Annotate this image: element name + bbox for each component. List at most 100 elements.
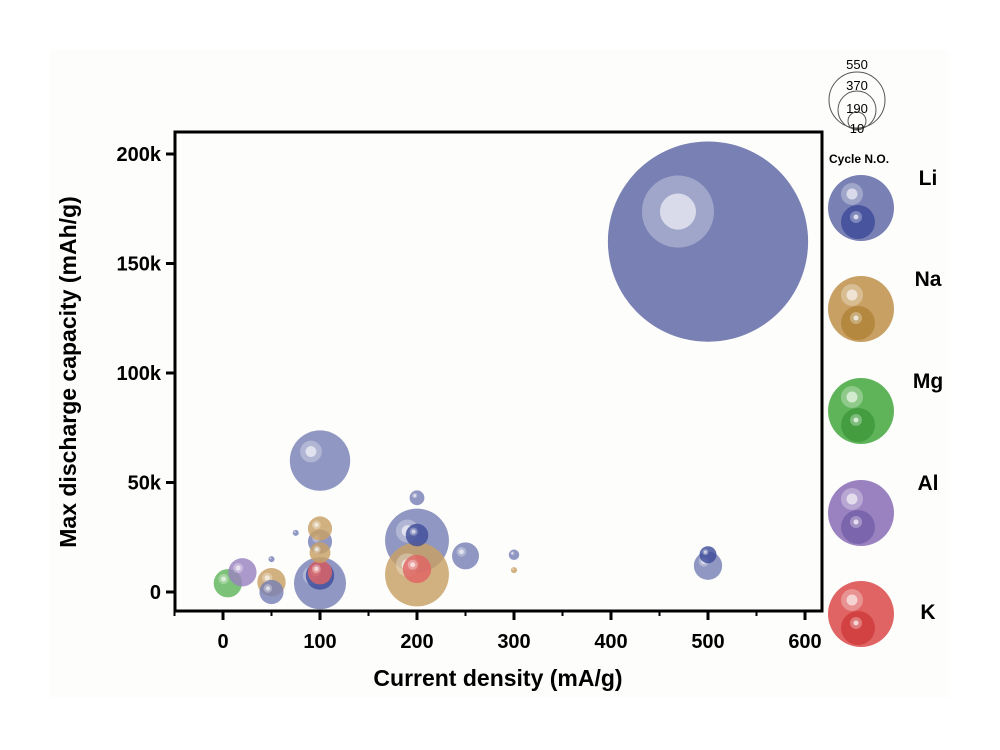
bubble-k-body bbox=[402, 554, 432, 584]
y-axis-title: Max discharge capacity (mAh/g) bbox=[55, 196, 81, 548]
bubble-li bbox=[292, 529, 299, 536]
bubble-na bbox=[510, 567, 518, 574]
bubble-na-highlight bbox=[264, 575, 270, 581]
bubble-li-highlight bbox=[659, 193, 696, 230]
bubble-li-body bbox=[292, 529, 299, 536]
legend-swatch-inner-highlight bbox=[853, 620, 859, 626]
y-tick-label: 0 bbox=[150, 582, 161, 604]
bubble-k-highlight bbox=[410, 562, 416, 568]
legend-swatch-highlight bbox=[846, 391, 858, 403]
legend-swatch-inner-highlight bbox=[853, 214, 859, 220]
bubble-al bbox=[228, 558, 257, 587]
legend-label: Mg bbox=[913, 370, 943, 393]
bubble-na bbox=[309, 542, 331, 564]
bubble-li-body bbox=[699, 546, 717, 564]
bubble-li bbox=[259, 579, 284, 605]
bubble-na bbox=[307, 516, 333, 541]
bubble-na-highlight bbox=[512, 568, 514, 570]
legend-label: Na bbox=[915, 268, 942, 291]
legend-swatch-highlight bbox=[846, 188, 858, 200]
bubble-li-highlight bbox=[270, 557, 272, 559]
y-tick-label: 100k bbox=[117, 363, 162, 385]
x-tick-label: 300 bbox=[497, 631, 530, 653]
bubble-li-highlight bbox=[459, 549, 464, 555]
size-legend: 550 370 190 10 Cycle N.O. bbox=[828, 57, 889, 166]
legend-label: Al bbox=[918, 472, 939, 495]
legend-label: Li bbox=[919, 167, 938, 190]
bubble-li-body bbox=[452, 542, 479, 570]
y-ticks: 0 50k 100k 150k 200k bbox=[117, 144, 175, 604]
bubble-al-highlight bbox=[235, 565, 241, 571]
bubble-li bbox=[607, 141, 809, 342]
x-tick-label: 500 bbox=[691, 631, 724, 653]
bubble-li bbox=[409, 490, 425, 506]
legend-swatch-inner-highlight bbox=[853, 417, 859, 423]
bubble-na-body bbox=[510, 567, 518, 574]
legend-swatch-highlight bbox=[846, 493, 858, 505]
bubble-li bbox=[699, 546, 717, 564]
x-tick-label: 200 bbox=[400, 631, 433, 653]
bubble-li-highlight bbox=[294, 531, 296, 533]
x-tick-label: 400 bbox=[594, 631, 627, 653]
bubble-k-body bbox=[307, 560, 333, 585]
x-tick-label: 0 bbox=[217, 631, 228, 653]
bubble-li-highlight bbox=[703, 550, 707, 554]
legend-item-al: Al bbox=[828, 472, 939, 546]
size-legend-circle bbox=[828, 71, 886, 129]
size-legend-circle bbox=[847, 111, 867, 131]
size-legend-circle bbox=[837, 90, 877, 130]
bubble-li-body bbox=[289, 430, 351, 491]
bubble-li-highlight bbox=[305, 446, 317, 457]
bubble-k-highlight bbox=[314, 566, 319, 571]
bubble-li-body bbox=[405, 523, 429, 547]
legend-swatch-inner bbox=[841, 408, 875, 442]
bubbles-layer bbox=[213, 141, 809, 610]
bubble-li-highlight bbox=[511, 552, 514, 555]
y-tick-label: 50k bbox=[128, 473, 162, 495]
size-legend-title: Cycle N.O. bbox=[829, 152, 889, 166]
bubble-li bbox=[452, 542, 479, 570]
figure-panel bbox=[50, 50, 948, 698]
bubble-li bbox=[268, 556, 275, 563]
bubble-li-highlight bbox=[411, 529, 416, 534]
legend-label: K bbox=[920, 601, 935, 624]
bubble-li bbox=[508, 549, 520, 560]
legend-swatch-highlight bbox=[846, 594, 858, 606]
size-legend-label: 370 bbox=[846, 78, 868, 93]
bubble-li-body bbox=[508, 549, 520, 560]
bubble-al-body bbox=[228, 558, 257, 587]
legend-swatch-inner bbox=[841, 611, 875, 645]
legend-swatch-inner bbox=[841, 306, 875, 340]
size-legend-label: 550 bbox=[846, 57, 868, 72]
x-axis-title: Current density (mA/g) bbox=[373, 665, 622, 691]
x-tick-label: 100 bbox=[303, 631, 336, 653]
legend-swatch-inner-highlight bbox=[853, 315, 859, 321]
bubble-li-highlight bbox=[413, 494, 417, 497]
x-ticks: 0 100 200 300 400 500 600 bbox=[173, 611, 822, 653]
size-legend-label: 10 bbox=[850, 121, 864, 136]
bubble-na-body bbox=[307, 516, 333, 541]
legend-item-na: Na bbox=[828, 268, 942, 342]
bubble-mg-highlight bbox=[221, 576, 227, 582]
bubble-k bbox=[402, 554, 432, 584]
bubble-k bbox=[307, 560, 333, 585]
bubble-na-highlight bbox=[314, 547, 319, 552]
size-legend-label: 190 bbox=[846, 101, 868, 116]
x-tick-label: 600 bbox=[788, 631, 821, 653]
bubble-li bbox=[405, 523, 429, 547]
legend-swatch-inner bbox=[841, 205, 875, 239]
legend-swatch-highlight bbox=[846, 289, 858, 301]
bubble-li bbox=[289, 430, 351, 491]
bubble-na-highlight bbox=[314, 522, 319, 528]
legend-item-li: Li bbox=[828, 167, 937, 241]
bubble-li-body bbox=[607, 141, 809, 342]
legend-swatch-inner-highlight bbox=[853, 519, 859, 525]
bubble-li-body bbox=[409, 490, 425, 506]
bubble-li-highlight bbox=[265, 586, 271, 591]
bubble-na-body bbox=[309, 542, 331, 564]
legend-swatch-inner bbox=[841, 510, 875, 544]
legend-item-k: K bbox=[828, 581, 936, 647]
legend-item-mg: Mg bbox=[828, 370, 943, 444]
color-legend: Li Na Mg Al K bbox=[828, 167, 943, 647]
